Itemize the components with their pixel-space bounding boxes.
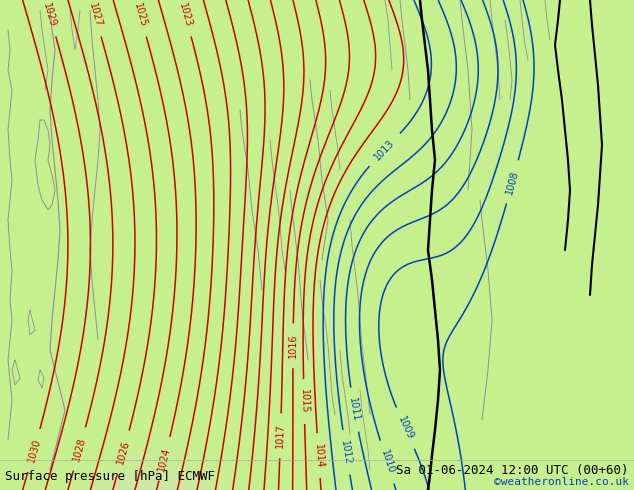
Text: 1010: 1010 <box>378 449 396 475</box>
Text: Surface pressure [hPa] ECMWF: Surface pressure [hPa] ECMWF <box>5 470 215 483</box>
Text: 1016: 1016 <box>288 334 298 358</box>
Text: 1017: 1017 <box>275 423 286 448</box>
Text: 1024: 1024 <box>157 446 172 472</box>
Text: 1023: 1023 <box>177 1 193 28</box>
Text: 1025: 1025 <box>132 1 148 28</box>
Text: 1030: 1030 <box>26 438 42 464</box>
Text: Sa 01-06-2024 12:00 UTC (00+60): Sa 01-06-2024 12:00 UTC (00+60) <box>396 464 629 477</box>
Text: ©weatheronline.co.uk: ©weatheronline.co.uk <box>494 477 629 487</box>
Text: 1026: 1026 <box>115 439 131 466</box>
Text: 1014: 1014 <box>313 443 325 468</box>
Text: 1013: 1013 <box>372 137 397 162</box>
Text: 1015: 1015 <box>299 389 309 414</box>
Text: 1028: 1028 <box>72 436 87 462</box>
Text: 1012: 1012 <box>339 440 353 465</box>
Text: 1009: 1009 <box>396 415 415 441</box>
Text: 1008: 1008 <box>505 169 521 195</box>
Text: 1029: 1029 <box>41 1 58 28</box>
Text: 1011: 1011 <box>347 397 361 423</box>
Text: 1027: 1027 <box>87 1 103 28</box>
